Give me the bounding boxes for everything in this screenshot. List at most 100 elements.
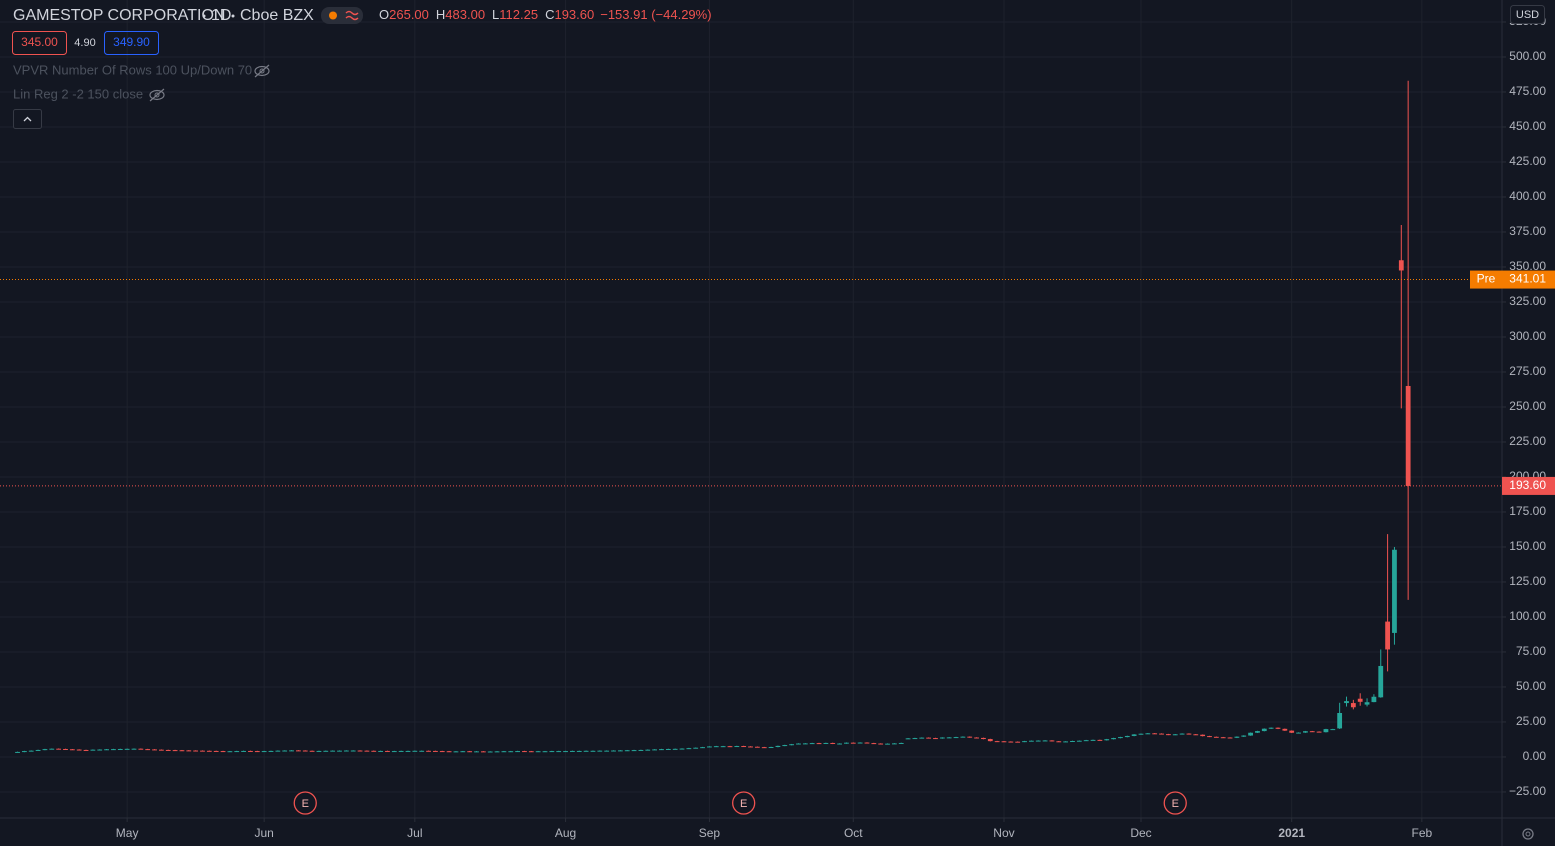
candle-body xyxy=(426,750,431,752)
candle-body xyxy=(412,750,418,752)
session-icon xyxy=(329,11,337,20)
y-tick-label: 50.00 xyxy=(1516,679,1546,693)
candle-body xyxy=(1111,738,1116,740)
y-tick-label: 450.00 xyxy=(1509,119,1546,133)
candle-body xyxy=(857,742,863,744)
candle-body xyxy=(659,749,664,751)
candle-body xyxy=(378,750,384,752)
x-tick-label: Oct xyxy=(844,826,863,840)
candle-body xyxy=(1076,740,1082,742)
candle-body xyxy=(1145,733,1151,735)
candle-body xyxy=(864,742,870,744)
candle-body xyxy=(15,751,20,753)
candle-body xyxy=(1323,729,1329,733)
candle-body xyxy=(1255,731,1260,733)
buy-button[interactable]: 349.90 xyxy=(113,35,150,49)
time-axis-panel xyxy=(0,818,1502,846)
candle-body xyxy=(296,750,301,752)
y-tick-label: 425.00 xyxy=(1509,154,1546,168)
candle-body xyxy=(501,751,507,753)
candle-body xyxy=(1159,733,1164,735)
candle-body xyxy=(754,746,760,748)
candle-body xyxy=(200,750,205,752)
candle-body xyxy=(844,742,849,744)
candle-body xyxy=(1022,741,1027,743)
price-tag-name: Pre xyxy=(1477,272,1496,286)
interval[interactable]: 1D xyxy=(211,7,231,24)
candle-body xyxy=(330,750,336,752)
candle-body xyxy=(21,751,27,753)
currency-box[interactable] xyxy=(1510,5,1545,24)
candle-body xyxy=(556,751,562,753)
candle-body xyxy=(268,750,274,752)
candle-body xyxy=(1398,260,1404,271)
candle-body xyxy=(1213,736,1219,738)
candle-body xyxy=(1179,733,1185,735)
currency[interactable]: USD xyxy=(1516,9,1539,21)
candle-body xyxy=(933,738,938,740)
candle-body xyxy=(981,737,986,740)
candle-body xyxy=(172,750,178,752)
eye-pupil xyxy=(259,68,265,74)
y-tick-label: 300.00 xyxy=(1509,329,1546,343)
indicator-label[interactable]: Lin Reg 2 -2 150 close xyxy=(13,86,143,101)
candle-body xyxy=(460,751,466,753)
candle-body xyxy=(522,751,527,753)
candle-body xyxy=(1289,730,1295,733)
indicator-label[interactable]: VPVR Number Of Rows 100 Up/Down 70 xyxy=(13,62,252,77)
candle-body xyxy=(850,742,856,744)
hidden-eye-icon[interactable] xyxy=(149,88,165,102)
y-tick-label: 125.00 xyxy=(1509,574,1546,588)
candle-body xyxy=(193,750,199,752)
legend-value: 193.60 xyxy=(554,7,594,22)
candle-body xyxy=(28,750,34,752)
candle-body xyxy=(707,746,712,748)
y-tick-label: 375.00 xyxy=(1509,224,1546,238)
candle-body xyxy=(282,750,288,752)
candle-body xyxy=(446,751,452,753)
hidden-eye-icon[interactable] xyxy=(254,64,270,78)
sell-button[interactable]: 345.00 xyxy=(21,35,58,49)
candle-body xyxy=(946,737,952,739)
candle-body xyxy=(967,736,973,738)
y-tick-label: 475.00 xyxy=(1509,84,1546,98)
candle-body xyxy=(631,750,637,752)
candle-body xyxy=(248,750,253,752)
candle-body xyxy=(1049,740,1055,742)
candle-body xyxy=(1316,731,1322,733)
legend-value: 483.00 xyxy=(445,7,485,22)
candle-body xyxy=(124,748,130,750)
settings-icon[interactable] xyxy=(1522,828,1534,840)
candle-body xyxy=(480,751,486,753)
candle-body xyxy=(1302,731,1308,733)
status-pill[interactable] xyxy=(321,7,363,24)
candle-body xyxy=(693,747,699,749)
candle-body xyxy=(720,746,726,748)
candle-body xyxy=(974,737,979,739)
legend-key: L xyxy=(492,7,499,22)
event-label: E xyxy=(740,798,747,810)
y-tick-label: −25.00 xyxy=(1509,784,1546,798)
candle-body xyxy=(227,751,233,753)
x-tick-label: Aug xyxy=(555,826,576,840)
candle-body xyxy=(1063,741,1069,743)
collapse-button[interactable] xyxy=(13,109,42,129)
candle-body xyxy=(1028,740,1034,742)
exchange: Cboe BZX xyxy=(240,7,314,24)
candle-body xyxy=(734,746,740,748)
candle-body xyxy=(1152,733,1158,735)
candle-body xyxy=(165,749,171,751)
y-tick-label: 75.00 xyxy=(1516,644,1546,658)
candle-body xyxy=(316,750,322,752)
candle-body xyxy=(234,751,240,753)
sell-button-frame[interactable] xyxy=(12,31,67,55)
eye xyxy=(254,65,270,77)
buy-button-frame[interactable] xyxy=(104,31,159,55)
candle-body xyxy=(960,736,966,738)
x-tick-label: Dec xyxy=(1130,826,1151,840)
candle-body xyxy=(1001,741,1007,743)
candle-body xyxy=(665,748,671,750)
candle-body xyxy=(590,750,596,752)
